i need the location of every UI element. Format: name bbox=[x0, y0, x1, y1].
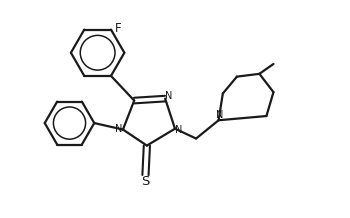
Text: F: F bbox=[115, 22, 122, 35]
Text: S: S bbox=[141, 175, 150, 188]
Text: N: N bbox=[165, 91, 173, 101]
Text: N: N bbox=[216, 110, 223, 120]
Text: N: N bbox=[115, 124, 122, 134]
Text: N: N bbox=[175, 125, 183, 135]
